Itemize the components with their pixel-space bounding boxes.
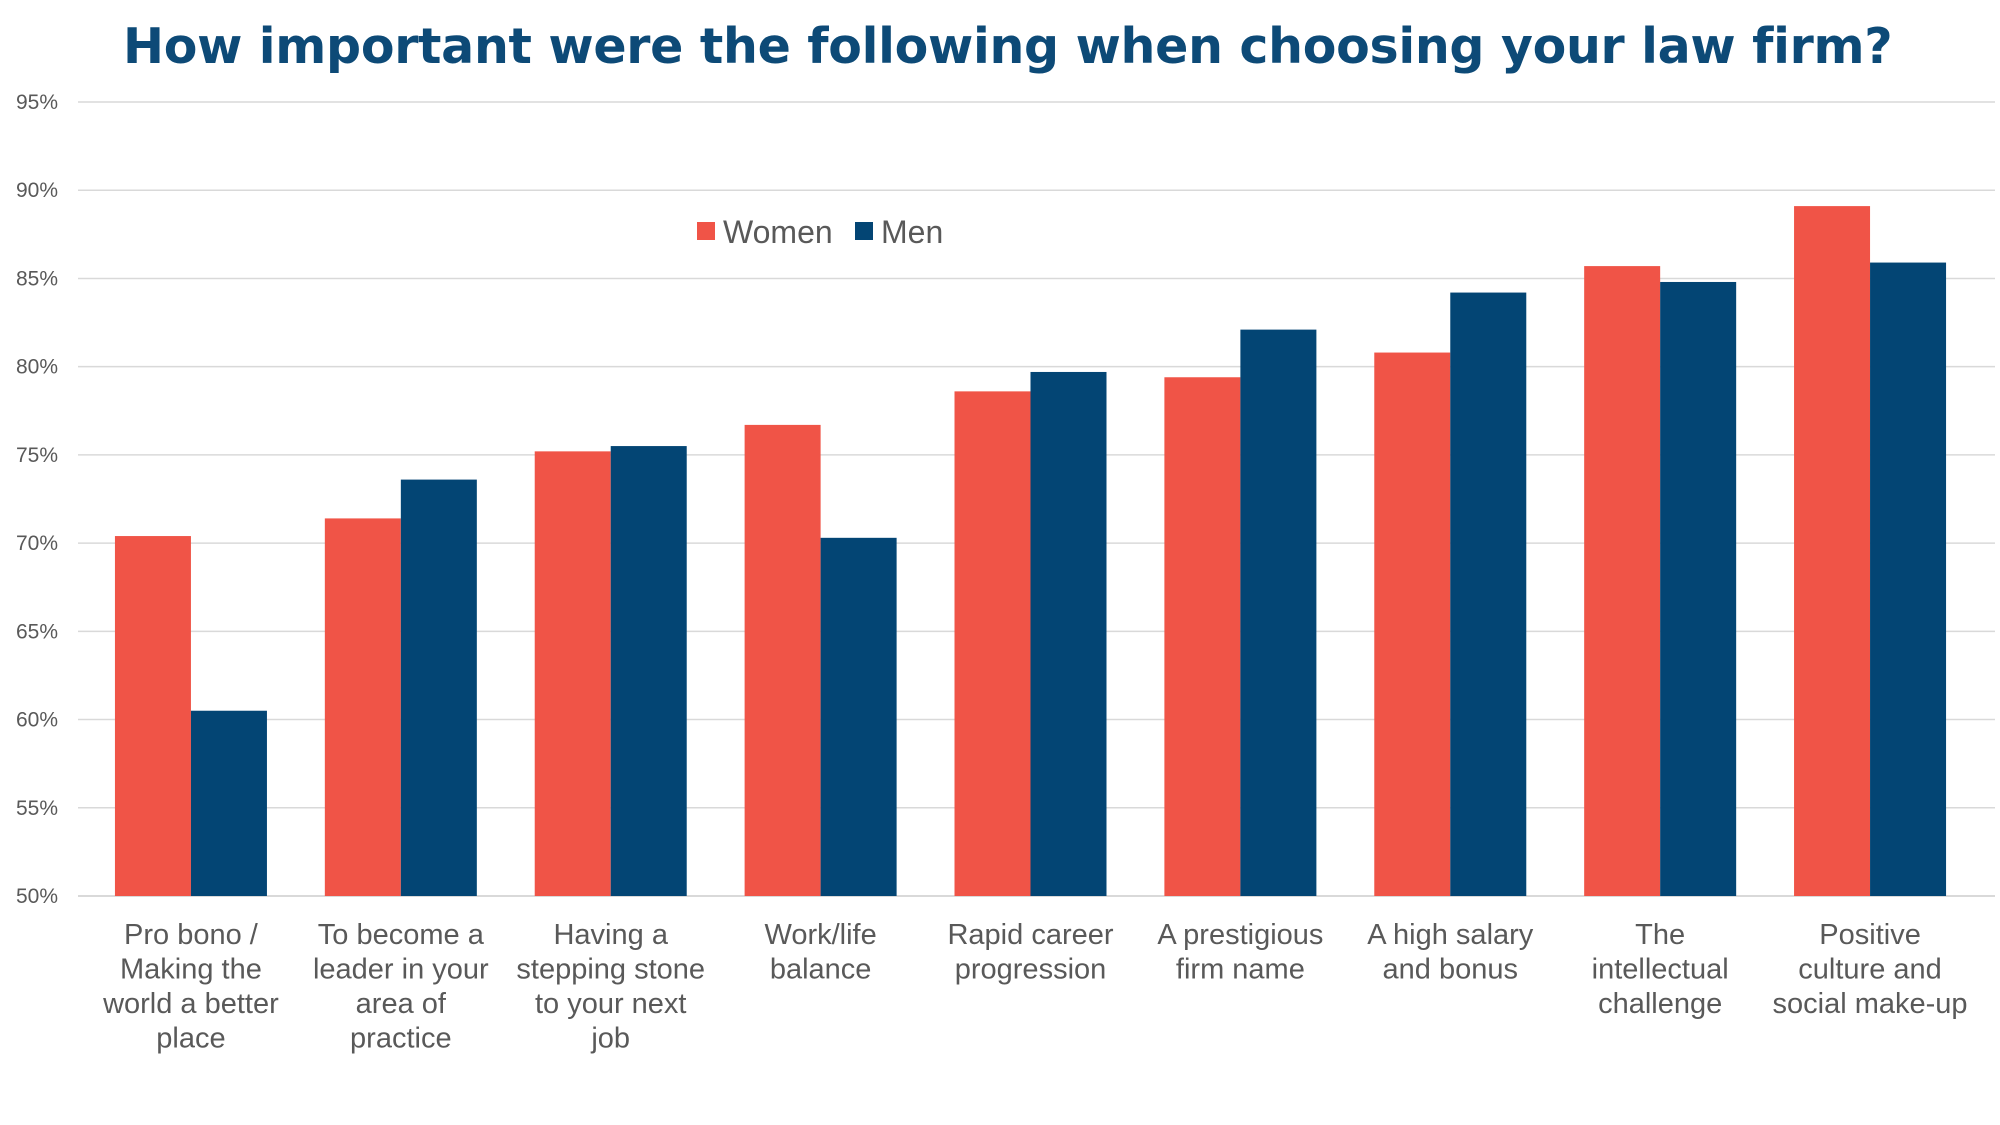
legend-label-women: Women — [723, 214, 833, 250]
bars — [114, 206, 1947, 897]
bar-men-5 — [1030, 371, 1107, 897]
x-axis-category-labels: Pro bono / Making the world a better placeT… — [102, 919, 1967, 1055]
legend-swatch-women — [697, 222, 715, 240]
x-tick-label-6: A prestigious firm name — [1157, 919, 1323, 986]
bar-women-6 — [1164, 377, 1241, 897]
x-tick-label-2: To become a leader in your area of practice — [313, 919, 489, 1055]
chart-title: How important were the following when ch… — [123, 18, 1893, 75]
bar-women-8 — [1584, 266, 1661, 896]
bar-men-8 — [1660, 281, 1737, 896]
x-tick-label-7: A high salary and bonus — [1367, 919, 1534, 986]
y-tick-label-65: 65% — [16, 620, 58, 643]
bar-men-9 — [1870, 262, 1947, 896]
y-tick-label-80: 80% — [16, 356, 58, 379]
bar-women-3 — [534, 451, 611, 896]
y-tick-label-70: 70% — [16, 532, 58, 555]
x-tick-label-4: Work/life balance — [764, 919, 876, 986]
y-tick-label-75: 75% — [16, 444, 58, 467]
bar-men-2 — [400, 479, 477, 896]
legend: Women Men — [697, 214, 943, 250]
x-tick-label-5: Rapid career progression — [947, 919, 1113, 986]
bar-women-5 — [954, 391, 1031, 896]
bar-women-2 — [324, 518, 401, 896]
bar-men-1 — [190, 710, 267, 896]
bar-women-7 — [1374, 352, 1451, 896]
bar-women-4 — [744, 424, 821, 896]
bar-men-3 — [610, 446, 687, 896]
x-tick-label-1: Pro bono / Making the world a better place — [102, 919, 279, 1055]
bar-men-4 — [820, 537, 897, 896]
y-tick-label-55: 55% — [16, 797, 58, 820]
bar-women-9 — [1794, 206, 1871, 896]
y-tick-label-85: 85% — [16, 267, 58, 290]
x-tick-label-9: Positive culture and social make-up — [1773, 919, 1968, 1020]
bar-men-6 — [1240, 329, 1317, 896]
legend-swatch-men — [855, 222, 873, 240]
y-tick-label-60: 60% — [16, 709, 58, 732]
legend-label-men: Men — [881, 214, 943, 250]
y-tick-label-95: 95% — [16, 91, 58, 114]
y-tick-label-50: 50% — [16, 885, 58, 908]
y-axis-tick-labels: 50% 55% 60% 65% 70% 75% 80% 85% 90% 95% — [16, 91, 58, 908]
x-tick-label-8: The intellectual challenge — [1592, 919, 1729, 1020]
y-tick-label-90: 90% — [16, 179, 58, 202]
x-tick-label-3: Having a stepping stone to your next job — [516, 919, 705, 1055]
bar-women-1 — [114, 536, 191, 896]
bar-men-7 — [1450, 292, 1527, 896]
